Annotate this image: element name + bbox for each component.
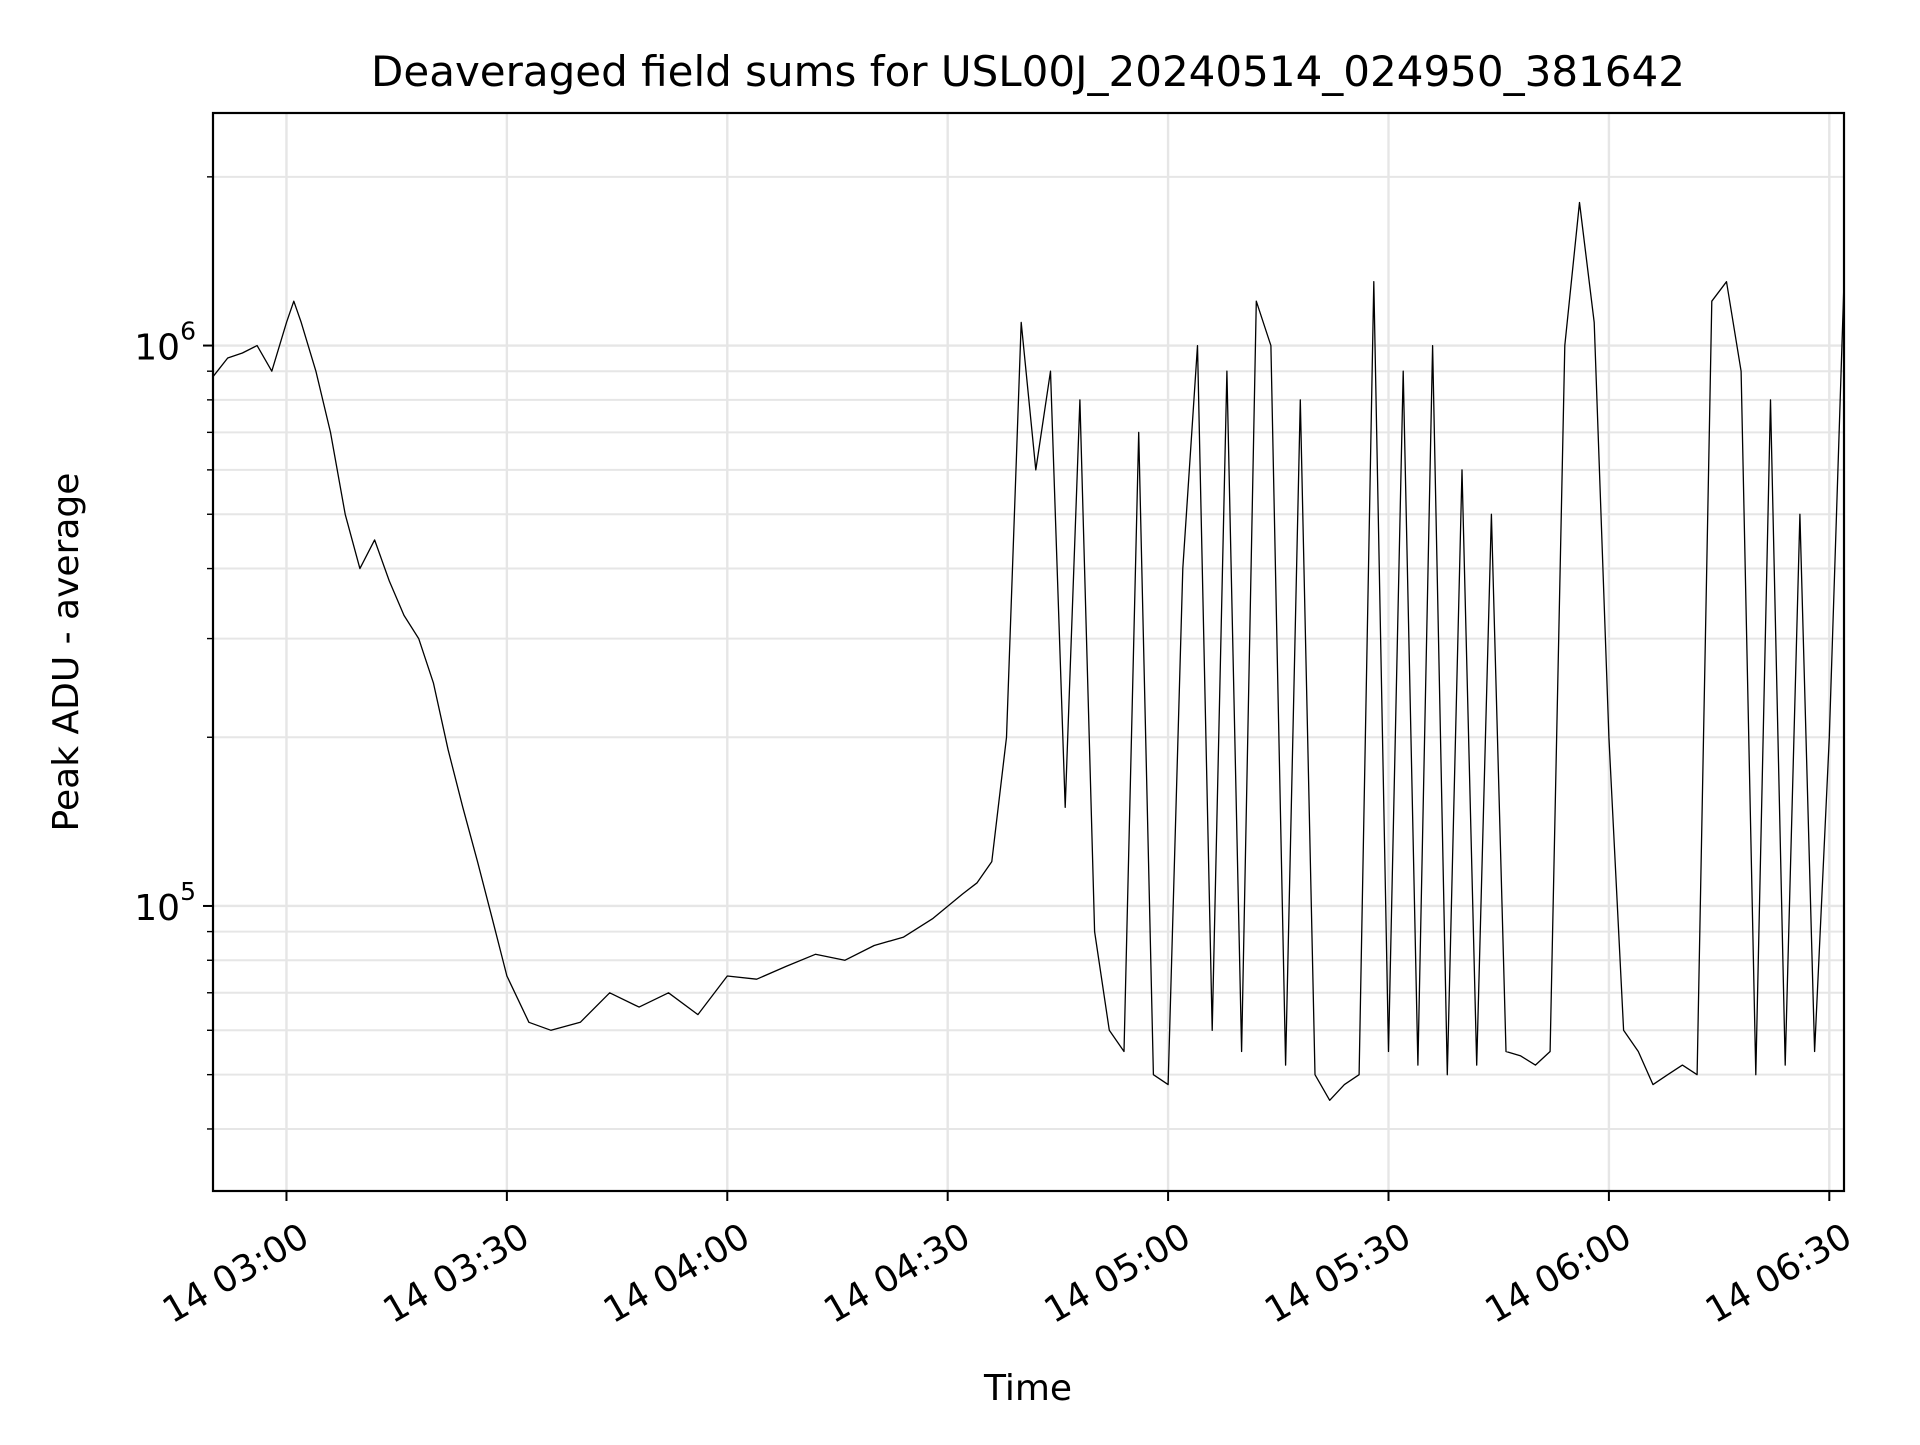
grid-layer xyxy=(213,113,1844,1191)
y-axis-label: Peak ADU - average xyxy=(46,473,87,832)
x-tick-label: 14 06:30 xyxy=(1699,1216,1859,1332)
x-axis-label: Time xyxy=(983,1368,1072,1409)
x-tick-label: 14 05:30 xyxy=(1258,1216,1418,1332)
y-tick-label-exponent: 6 xyxy=(180,317,196,346)
chart-title: Deaveraged field sums for USL00J_2024051… xyxy=(371,47,1685,96)
x-tick-label: 14 04:30 xyxy=(817,1216,977,1332)
tick-layer: 14 03:00 14 03:30 14 04:00 14 04:30 14 05:00… xyxy=(134,176,1859,1332)
x-tick-label: 14 03:00 xyxy=(156,1216,316,1332)
y-tick-label-exponent: 5 xyxy=(180,877,196,906)
x-tick-label: 14 03:30 xyxy=(376,1216,536,1332)
series-line xyxy=(212,201,1845,1101)
y-tick-label: 10 xyxy=(134,328,180,369)
y-tick-label: 10 xyxy=(134,888,180,929)
series-layer xyxy=(212,201,1845,1101)
x-tick-label: 14 06:00 xyxy=(1478,1216,1638,1332)
x-tick-label: 14 05:00 xyxy=(1038,1216,1198,1332)
x-tick-label: 14 04:00 xyxy=(597,1216,757,1332)
plot-frame xyxy=(211,111,1846,1193)
